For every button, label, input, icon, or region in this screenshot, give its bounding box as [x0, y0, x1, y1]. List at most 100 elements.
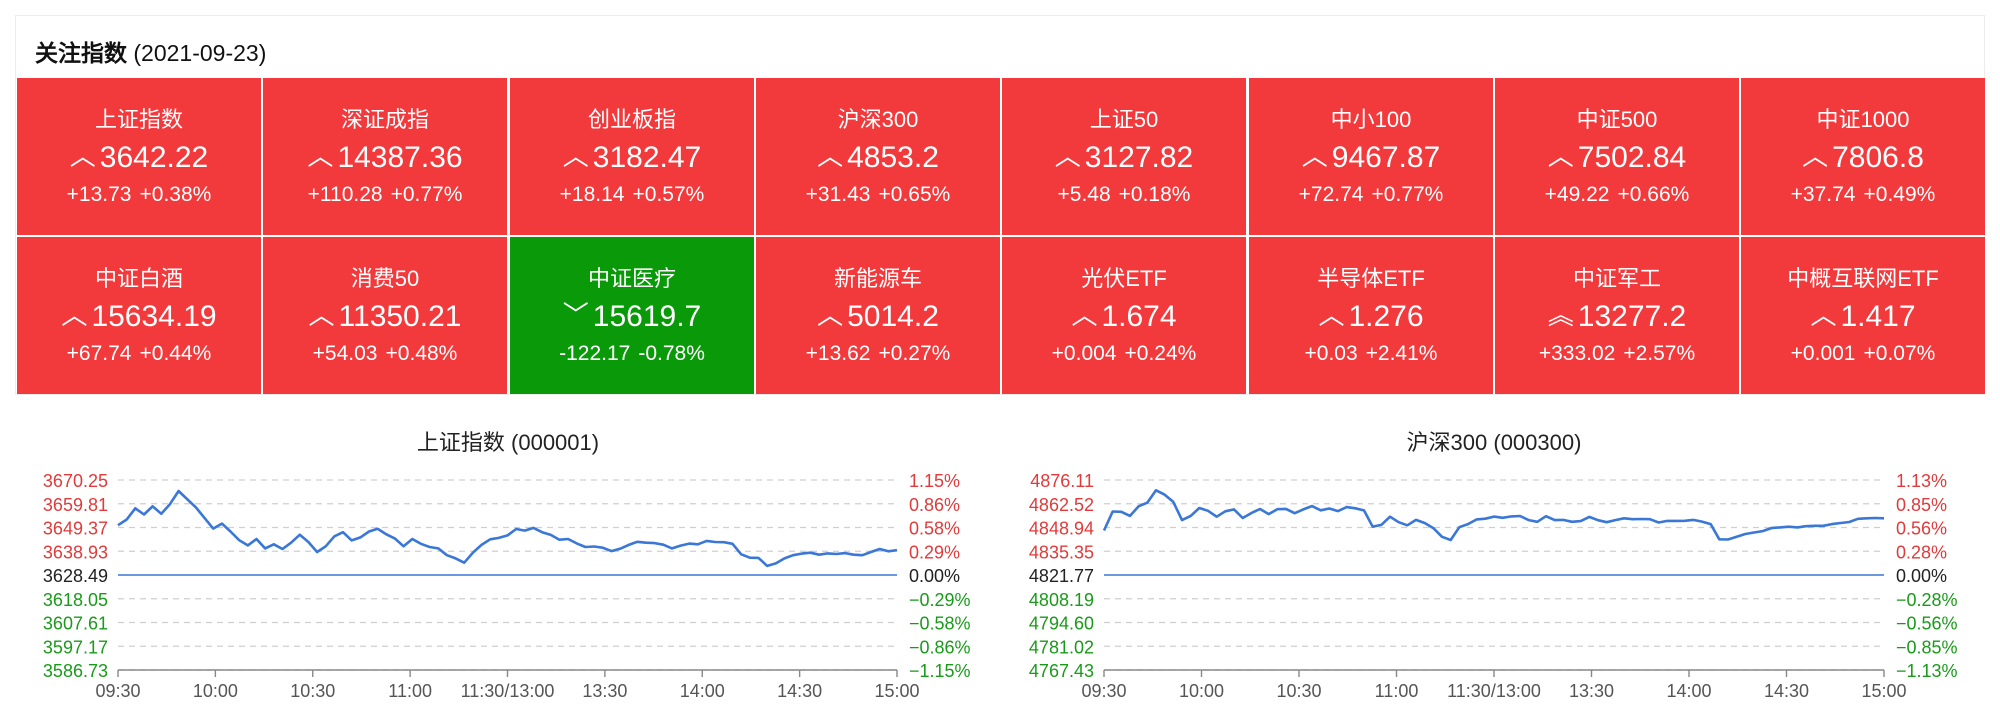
index-price: ︽ 13277.2: [1495, 295, 1739, 334]
index-change-pct: +0.38%: [139, 183, 212, 206]
index-price-value: 1.417: [1840, 300, 1916, 333]
y-tick-label: 4848.94: [1029, 519, 1094, 539]
y-tick-label: 3649.37: [43, 519, 108, 539]
y-tick-label: 4835.35: [1029, 542, 1094, 562]
pct-tick-label: −1.13%: [1896, 661, 1958, 681]
x-tick-label: 14:00: [680, 681, 725, 701]
watchlist-panel: 关注指数 (2021-09-23) 上证指数 ︿ 3642.22 +13.73 +0.3…: [15, 15, 1985, 395]
up-icon: ︿: [1318, 300, 1345, 330]
index-tile[interactable]: 中概互联网ETF ︿ 1.417 +0.001 +0.07%: [1741, 237, 1985, 394]
index-name: 上证指数: [94, 107, 183, 132]
x-tick-label: 14:00: [1666, 681, 1711, 701]
pct-tick-label: 0.28%: [1896, 542, 1947, 562]
up-icon: ︿: [562, 141, 589, 171]
index-change-pct: +0.66%: [1617, 183, 1690, 206]
index-price-value: 14387.36: [337, 141, 463, 174]
index-name: 消费50: [350, 266, 420, 291]
pct-tick-label: −0.28%: [1896, 590, 1958, 610]
pct-tick-label: 0.00%: [1896, 566, 1947, 586]
panel-date: (2021-09-23): [133, 40, 267, 66]
index-change-value: +54.03: [312, 342, 378, 365]
index-change: +0.004 +0.24%: [1002, 342, 1246, 366]
index-tile[interactable]: 中证白酒 ︿ 15634.19 +67.74 +0.44%: [17, 237, 261, 394]
up-icon: ︿: [61, 300, 88, 330]
y-tick-label: 3659.81: [43, 495, 108, 515]
index-name: 中证军工: [1572, 266, 1661, 291]
index-change-value: +18.14: [559, 183, 625, 206]
up-icon: ︿: [1802, 141, 1829, 171]
index-price-value: 15634.19: [91, 300, 217, 333]
up-icon: ︿: [307, 141, 334, 171]
y-tick-label: 4808.19: [1029, 590, 1094, 610]
pct-tick-label: −0.85%: [1896, 637, 1958, 657]
index-change-value: +49.22: [1544, 183, 1610, 206]
pct-tick-label: −0.56%: [1896, 614, 1958, 634]
down-icon: ﹀: [562, 300, 589, 330]
index-tile[interactable]: 消费50 ︿ 11350.21 +54.03 +0.48%: [263, 237, 507, 394]
index-change: +13.62 +0.27%: [756, 342, 1000, 366]
up-icon: ︿: [308, 300, 335, 330]
index-tile[interactable]: 深证成指 ︿ 14387.36 +110.28 +0.77%: [263, 78, 507, 235]
x-tick-label: 10:00: [1179, 681, 1224, 701]
index-change-value: +13.62: [805, 342, 871, 365]
pct-tick-label: −0.29%: [909, 590, 971, 610]
index-tile[interactable]: 中证军工 ︽ 13277.2 +333.02 +2.57%: [1495, 237, 1739, 394]
x-tick-label: 15:00: [874, 681, 919, 701]
index-change-value: +72.74: [1298, 183, 1364, 206]
y-tick-label: 3670.25: [43, 471, 108, 491]
index-name: 中证500: [1576, 107, 1658, 132]
index-tile[interactable]: 沪深300 ︿ 4853.2 +31.43 +0.65%: [756, 78, 1000, 235]
x-tick-label: 14:30: [777, 681, 822, 701]
y-tick-label: 4794.60: [1029, 614, 1094, 634]
index-name: 新能源车: [833, 266, 922, 291]
index-change: +18.14 +0.57%: [510, 183, 754, 207]
index-price: ︿ 9467.87: [1249, 136, 1493, 175]
y-tick-label: 3597.17: [43, 637, 108, 657]
index-price: ︿ 7806.8: [1741, 136, 1985, 175]
index-change: +72.74 +0.77%: [1249, 183, 1493, 207]
index-tile[interactable]: 中证500 ︿ 7502.84 +49.22 +0.66%: [1495, 78, 1739, 235]
x-tick-label: 10:30: [1276, 681, 1321, 701]
index-price-value: 7502.84: [1577, 141, 1687, 174]
index-name: 光伏ETF: [1081, 266, 1167, 291]
index-change: +5.48 +0.18%: [1002, 183, 1246, 207]
index-change-pct: +0.44%: [139, 342, 212, 365]
chart-sse-intraday: 3670.25 1.15% 3659.81 0.86% 3649.37 0.58% 3638…: [43, 471, 971, 701]
index-change-pct: +0.57%: [632, 183, 705, 206]
index-tile[interactable]: 光伏ETF ︿ 1.674 +0.004 +0.24%: [1002, 237, 1246, 394]
index-tile[interactable]: 中小100 ︿ 9467.87 +72.74 +0.77%: [1249, 78, 1493, 235]
index-name: 半导体ETF: [1317, 266, 1425, 291]
x-tick-label: 11:30/13:00: [461, 681, 555, 701]
index-change: -122.17 -0.78%: [510, 342, 754, 366]
index-name: 中证1000: [1816, 107, 1910, 132]
index-price-value: 3182.47: [592, 141, 702, 174]
index-change-value: -122.17: [559, 342, 631, 365]
index-tile[interactable]: 半导体ETF ︿ 1.276 +0.03 +2.41%: [1249, 237, 1493, 394]
x-tick-label: 11:30/13:00: [1447, 681, 1541, 701]
index-price: ︿ 4853.2: [756, 136, 1000, 175]
index-change: +67.74 +0.44%: [17, 342, 261, 366]
index-tile[interactable]: 上证50 ︿ 3127.82 +5.48 +0.18%: [1002, 78, 1246, 235]
index-change-pct: +0.77%: [390, 183, 463, 206]
index-price: ︿ 5014.2: [756, 295, 1000, 334]
index-tile[interactable]: 中证1000 ︿ 7806.8 +37.74 +0.49%: [1741, 78, 1985, 235]
index-tile[interactable]: 上证指数 ︿ 3642.22 +13.73 +0.38%: [17, 78, 261, 235]
index-tile[interactable]: 中证医疗 ﹀ 15619.7 -122.17 -0.78%: [510, 237, 754, 394]
index-change: +13.73 +0.38%: [17, 183, 261, 207]
index-price: ︿ 1.276: [1249, 295, 1493, 334]
panel-title-text: 关注指数: [35, 40, 127, 66]
index-tile[interactable]: 新能源车 ︿ 5014.2 +13.62 +0.27%: [756, 237, 1000, 394]
index-name: 创业板指: [587, 107, 676, 132]
index-price: ︿ 11350.21: [263, 295, 507, 334]
index-price: ︿ 14387.36: [263, 136, 507, 175]
index-change-pct: +0.18%: [1118, 183, 1191, 206]
index-tile[interactable]: 创业板指 ︿ 3182.47 +18.14 +0.57%: [510, 78, 754, 235]
index-price-value: 3642.22: [99, 141, 209, 174]
y-tick-label: 3628.49: [43, 566, 108, 586]
pct-tick-label: −0.58%: [909, 614, 971, 634]
index-price-value: 9467.87: [1331, 141, 1441, 174]
index-change: +31.43 +0.65%: [756, 183, 1000, 207]
index-change-pct: +2.57%: [1623, 342, 1696, 365]
index-name: 上证50: [1089, 107, 1159, 132]
y-tick-label: 3586.73: [43, 661, 108, 681]
